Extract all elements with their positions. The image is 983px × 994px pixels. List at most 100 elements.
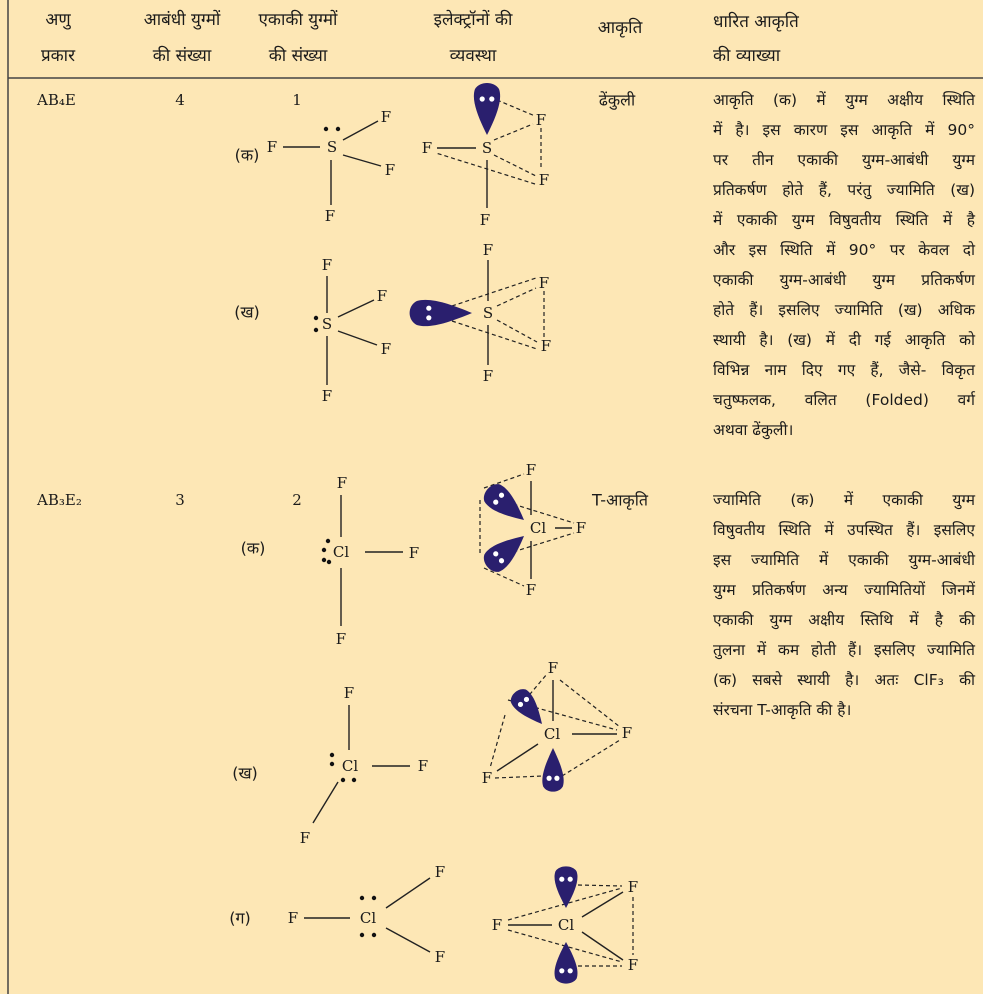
structure-label: (क) xyxy=(241,539,266,558)
bond xyxy=(337,330,378,346)
explanation-line: एकाकी युग्म अक्षीय स्तिथि में है की xyxy=(713,611,975,629)
header-cell: की संख्या xyxy=(153,45,212,66)
explanation-line: संरचना T-आकृति की है। xyxy=(713,701,852,719)
lobe-shape xyxy=(510,689,542,724)
lobe-electron xyxy=(554,775,560,781)
atom: F xyxy=(435,948,445,966)
molecule-type: AB₄E xyxy=(36,91,76,109)
header-cell: एकाकी युग्मों xyxy=(259,9,339,30)
shape-name: ढेंकुली xyxy=(599,91,636,111)
explanation-line: स्थायी है। (ख) में दी गई आकृति को xyxy=(713,331,975,349)
atom: F xyxy=(325,207,335,225)
dashed-edge xyxy=(499,532,575,557)
header-cell: प्रकार xyxy=(41,46,76,66)
lobe-shape xyxy=(554,866,578,908)
explanation-line: अथवा ढेंकुली। xyxy=(713,421,794,439)
atom: F xyxy=(418,757,428,775)
atom: F xyxy=(622,724,632,742)
bond xyxy=(385,927,431,953)
bond xyxy=(496,743,539,772)
atom: F xyxy=(435,863,445,881)
lobe-electron xyxy=(493,499,499,505)
atom: F xyxy=(483,367,493,385)
dashed-edge xyxy=(577,884,623,887)
lone-pair-lobe xyxy=(483,484,524,520)
atom: F xyxy=(541,337,551,355)
explanation-line: आकृति (क) में युग्म अक्षीय स्थिति xyxy=(713,91,975,109)
lone-pair-dot xyxy=(326,559,332,565)
atom: F xyxy=(385,161,395,179)
shape-name: T-आकृति xyxy=(591,491,649,511)
atom: F xyxy=(300,829,310,847)
dashed-edge xyxy=(559,679,621,728)
dashed-edge xyxy=(483,473,525,489)
lone-pair-lobe xyxy=(473,83,501,135)
lone-pair-dot xyxy=(335,126,341,132)
atom: F xyxy=(576,519,586,537)
lobe-electron xyxy=(567,968,573,974)
explanation-line: में है। इस कारण इस आकृति में 90° xyxy=(713,121,975,139)
atom: Cl xyxy=(360,909,376,927)
lobe-electron xyxy=(567,876,573,882)
lobe-electron xyxy=(426,315,432,321)
dashed-edge xyxy=(489,714,506,769)
dashed-edge xyxy=(496,319,538,343)
bond xyxy=(581,891,624,918)
lone-pair-dot xyxy=(323,126,329,132)
header-cell: आकृति xyxy=(598,17,643,38)
lone-pair-lobe xyxy=(542,748,564,792)
header-cell: आबंधी युग्मों xyxy=(144,9,221,30)
lone-pairs: 1 xyxy=(292,91,302,109)
atom: S xyxy=(483,304,493,322)
atom: S xyxy=(322,315,332,333)
header-cell: अणु xyxy=(45,10,71,30)
explanation-line: विषुवतीय स्थिति में उपस्थित हैं। इसलिए xyxy=(713,521,975,539)
lone-pair-lobe xyxy=(483,536,524,572)
atom: F xyxy=(492,916,502,934)
bond-pairs: 4 xyxy=(175,91,185,109)
lone-pair-dot xyxy=(321,547,327,553)
lobe-electron xyxy=(559,968,565,974)
dashed-edge xyxy=(483,567,525,587)
atom: S xyxy=(482,139,492,157)
atom: Cl xyxy=(558,916,574,934)
atom: F xyxy=(377,287,387,305)
explanation-line: होते हैं। इसलिए ज्यामिति (ख) अधिक xyxy=(713,301,975,319)
lone-pair-dot xyxy=(371,932,377,938)
structure-label: (ग) xyxy=(229,909,251,928)
header-cell: इलेक्ट्रॉनों की xyxy=(434,9,513,30)
explanation-line: ज्यामिति (क) में एकाकी युग्म xyxy=(713,491,975,509)
lobe-shape xyxy=(483,484,524,520)
lobe-electron xyxy=(559,876,565,882)
atom: F xyxy=(322,256,332,274)
lone-pair-lobe xyxy=(554,942,578,984)
dashed-edge xyxy=(493,154,537,177)
lone-pair-dot xyxy=(313,327,319,333)
atom: F xyxy=(526,461,536,479)
lobe-shape xyxy=(554,942,578,984)
structure-label: (क) xyxy=(235,146,260,165)
atom: F xyxy=(409,544,419,562)
atom: Cl xyxy=(333,543,349,561)
lone-pair-dot xyxy=(313,315,319,321)
dashed-edge xyxy=(499,499,575,524)
lobe-electron xyxy=(489,96,495,102)
atom: F xyxy=(526,581,536,599)
lone-pairs: 2 xyxy=(292,491,302,509)
explanation-line: प्रतिकर्षण होते हैं, परंतु ज्यामिति (ख) xyxy=(713,181,975,199)
structure-label: (ख) xyxy=(232,764,258,783)
bond xyxy=(312,781,339,824)
lobe-electron xyxy=(426,305,432,311)
lobe-shape xyxy=(473,83,501,135)
explanation-line: तुलना में कम होती हैं। इसलिए ज्यामिति xyxy=(713,641,975,659)
atom: F xyxy=(482,769,492,787)
atom: F xyxy=(480,211,490,229)
dashed-edge xyxy=(435,152,536,185)
lone-pair-dot xyxy=(359,932,365,938)
lobe-electron xyxy=(517,701,524,708)
explanation-line: चतुष्फलक, वलित (Folded) वर्ग xyxy=(713,391,975,409)
dashed-edge xyxy=(451,277,537,307)
explanation-line: युग्म प्रतिकर्षण अन्य ज्यामितियों जिनमें xyxy=(713,581,975,599)
lone-pair-lobe xyxy=(554,866,578,908)
